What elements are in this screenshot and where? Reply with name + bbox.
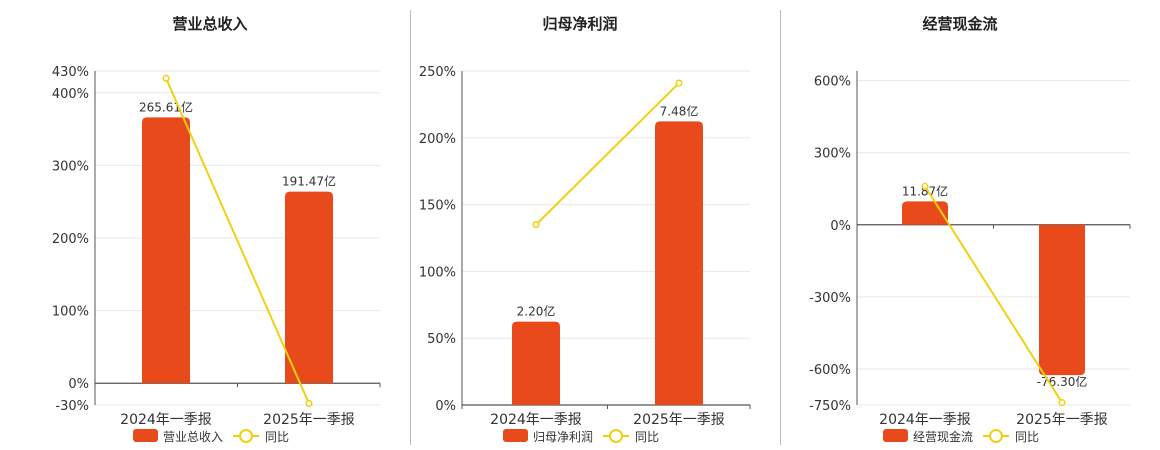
yoy-point	[921, 182, 929, 190]
bar-data-label: -76.30亿	[1037, 374, 1088, 389]
y-tick-label: 100%	[419, 265, 456, 280]
x-tick-label: 2024年一季报	[879, 412, 971, 428]
legend-bar-label: 营业总收入	[163, 430, 223, 444]
y-tick-label: 100%	[52, 305, 89, 320]
chart-title: 经营现金流	[922, 15, 997, 33]
yoy-point	[1058, 399, 1066, 407]
legend-bar-swatch	[133, 429, 158, 442]
y-tick-label: -30%	[55, 399, 89, 414]
legend-bar-label: 归母净利润	[533, 430, 593, 444]
y-tick-label: 0%	[68, 377, 89, 392]
y-tick-label: 0%	[435, 399, 456, 414]
bar	[142, 117, 190, 384]
bar-data-label: 11.87亿	[902, 183, 948, 198]
legend-line-label: 同比	[265, 430, 289, 444]
bar	[1039, 224, 1085, 376]
yoy-point	[162, 74, 170, 82]
legend-bar-swatch	[883, 429, 908, 442]
legend-line-marker	[239, 429, 253, 443]
yoy-line	[535, 82, 680, 226]
legend-line-marker	[609, 429, 623, 443]
y-tick-label: 250%	[419, 65, 456, 80]
y-tick-label: 200%	[52, 232, 89, 247]
yoy-point	[305, 399, 313, 408]
yoy-point	[675, 79, 683, 87]
bar	[285, 191, 333, 384]
panel-divider-1	[410, 10, 411, 445]
bar-data-label: 191.47亿	[282, 174, 336, 189]
y-tick-label: -750%	[809, 399, 851, 414]
x-tick-label: 2024年一季报	[490, 412, 582, 428]
legend-line-label: 同比	[1015, 430, 1039, 444]
y-tick-label: 0%	[830, 219, 851, 234]
y-tick-label: 50%	[427, 332, 456, 347]
yoy-line	[924, 185, 1063, 404]
legend-line-marker	[989, 429, 1003, 443]
chart-title: 归母净利润	[542, 15, 617, 33]
legend-line-label: 同比	[635, 430, 659, 444]
chart-title: 营业总收入	[172, 15, 247, 33]
legend-bar-swatch	[503, 429, 528, 442]
y-tick-label: -300%	[809, 291, 851, 306]
y-tick-label: 150%	[419, 199, 456, 214]
y-tick-label: 300%	[52, 159, 89, 174]
bar-data-label: 7.48亿	[660, 103, 699, 118]
y-tick-label: -600%	[809, 363, 851, 378]
legend-bar-label: 经营现金流	[913, 429, 973, 444]
bar	[512, 321, 560, 405]
y-tick-label: 200%	[419, 132, 456, 147]
x-tick-label: 2024年一季报	[120, 412, 212, 428]
bar	[902, 201, 948, 225]
y-tick-label: 300%	[814, 147, 851, 162]
bar-data-label: 2.20亿	[517, 304, 556, 319]
x-tick-label: 2025年一季报	[263, 412, 355, 428]
yoy-line	[165, 77, 310, 404]
y-tick-label: 400%	[52, 87, 89, 102]
y-tick-label: 430%	[52, 65, 89, 80]
y-tick-label: 600%	[814, 75, 851, 90]
x-tick-label: 2025年一季报	[1016, 412, 1108, 428]
yoy-point	[532, 221, 540, 229]
x-tick-label: 2025年一季报	[633, 412, 725, 428]
panel-divider-2	[780, 10, 781, 445]
bar	[655, 121, 703, 406]
bar-data-label: 265.61亿	[139, 99, 193, 114]
